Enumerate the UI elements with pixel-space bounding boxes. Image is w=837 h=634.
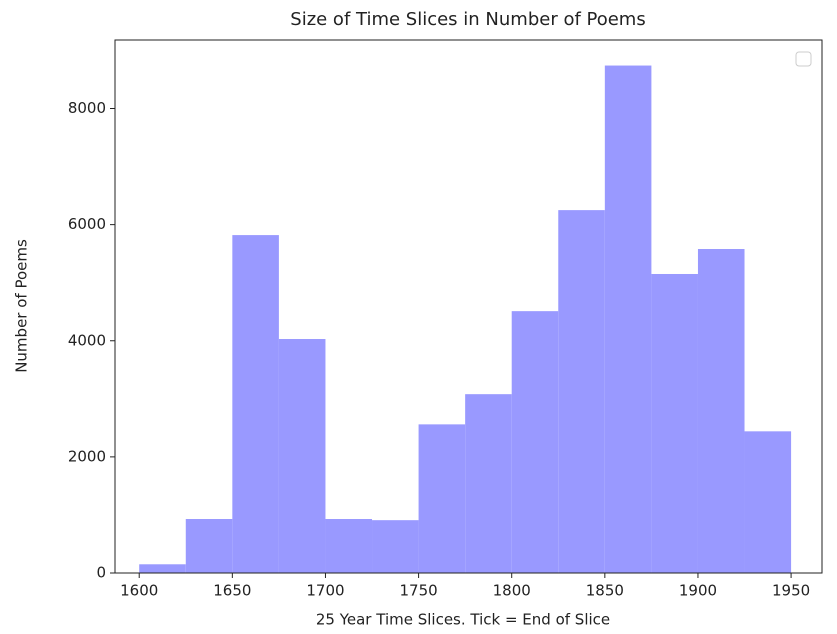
x-tick-label: 1700 <box>306 582 344 600</box>
chart-title: Size of Time Slices in Number of Poems <box>290 9 645 30</box>
y-tick-label: 0 <box>96 564 106 582</box>
bar <box>139 564 186 573</box>
bar <box>185 519 233 573</box>
x-tick-label: 1800 <box>493 582 531 600</box>
plot-area <box>139 65 792 574</box>
bar <box>278 339 326 573</box>
legend <box>795 51 812 67</box>
y-tick-label: 8000 <box>68 99 106 117</box>
bar <box>325 519 373 573</box>
x-axis-label: 25 Year Time Slices. Tick = End of Slice <box>316 611 610 629</box>
x-tick-label: 1850 <box>586 582 624 600</box>
bar <box>232 235 279 573</box>
plot-frame <box>114 39 823 574</box>
bar <box>604 65 652 573</box>
x-tick-label: 1900 <box>679 582 717 600</box>
y-tick-label: 2000 <box>68 447 106 465</box>
bar <box>511 311 559 573</box>
y-tick-label: 4000 <box>68 331 106 349</box>
bar <box>465 394 512 573</box>
bar <box>744 431 792 573</box>
bar <box>418 424 466 573</box>
x-tick-label: 1750 <box>399 582 437 600</box>
bar <box>697 249 745 574</box>
bar <box>651 273 698 573</box>
x-tick-label: 1950 <box>772 582 810 600</box>
y-tick-label: 6000 <box>68 215 106 233</box>
x-tick-label: 1650 <box>213 582 251 600</box>
x-tick-label: 1600 <box>120 582 158 600</box>
y-axis-label: Number of Poems <box>13 239 31 373</box>
bar <box>558 210 605 573</box>
bar <box>372 520 419 573</box>
